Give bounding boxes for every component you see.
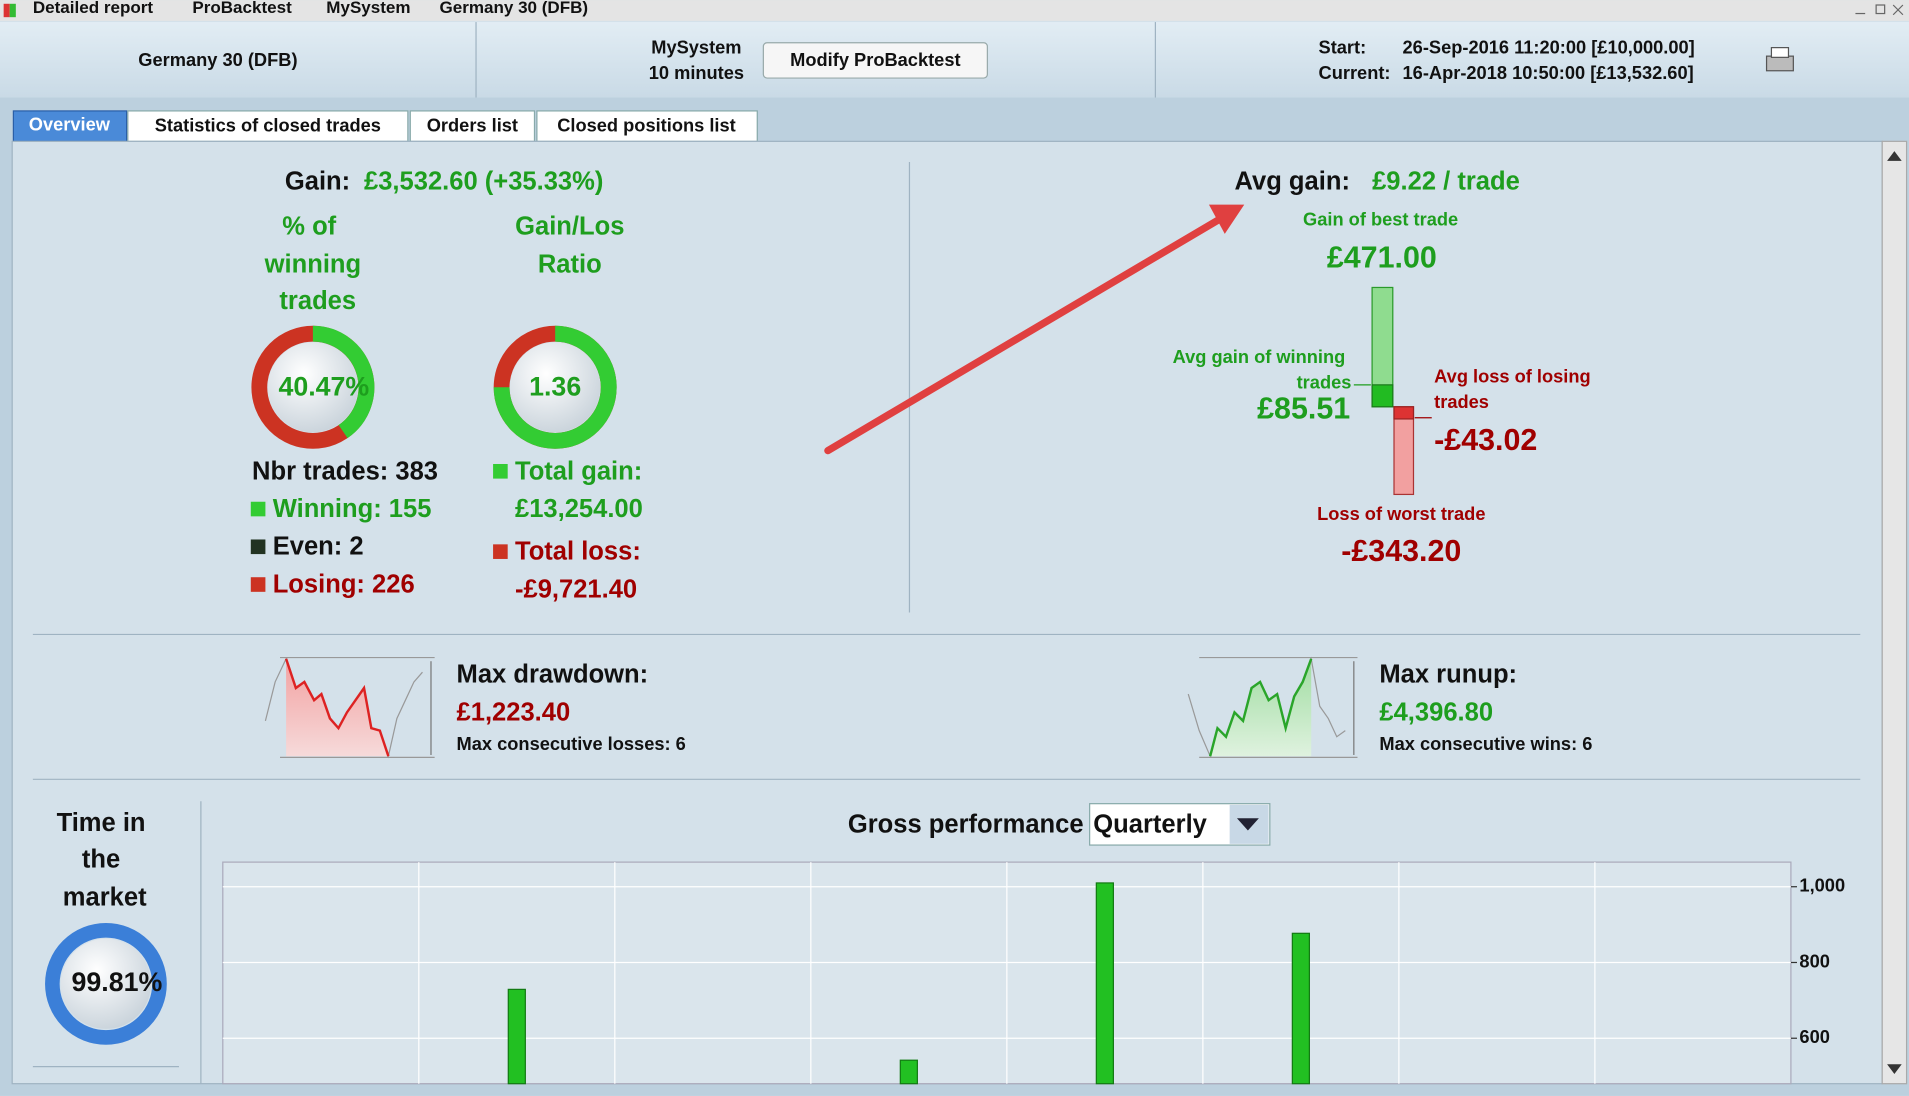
even: Even: 2 — [273, 533, 364, 561]
modify-button-label: Modify ProBacktest — [790, 49, 960, 70]
timeframe: 10 minutes — [649, 62, 744, 83]
tab-label: Overview — [29, 113, 111, 134]
avg-loss-value: -£43.02 — [1434, 423, 1537, 457]
print-icon[interactable] — [1765, 47, 1794, 72]
avg-win-value: £85.51 — [1257, 391, 1350, 425]
avg-win-label: trades — [1297, 371, 1352, 392]
bar — [1291, 932, 1311, 1085]
tab-label: Orders list — [427, 115, 518, 136]
scrollbar[interactable] — [1881, 140, 1908, 1085]
bar — [507, 988, 526, 1085]
best-value: £471.00 — [1327, 240, 1437, 274]
gain-value: £3,532.60 (+35.33%) — [364, 168, 603, 196]
chart-title: Gross performance — [848, 810, 1084, 838]
win-gauge-arc — [312, 325, 375, 439]
runup-sparkline — [1187, 656, 1358, 759]
gain-label: Gain: — [285, 168, 350, 196]
y-tick-label: 1,000 — [1799, 875, 1845, 896]
window-controls[interactable] — [1855, 4, 1904, 16]
win-gauge-label: 40.47% — [278, 372, 369, 402]
modify-button[interactable] — [762, 42, 988, 79]
swatch — [250, 539, 266, 555]
nbr-trades: Nbr trades: 383 — [252, 457, 438, 485]
start-label: Start: — [1319, 37, 1367, 58]
avg-win-bar — [1371, 384, 1394, 408]
time-title: market — [63, 883, 147, 911]
gauge-center — [510, 342, 601, 433]
worst-label: Loss of worst trade — [1317, 503, 1485, 524]
worst-value: -£343.20 — [1341, 534, 1461, 568]
swatch — [493, 463, 508, 479]
runup-label: Max runup: — [1379, 661, 1517, 689]
win-title: % of — [282, 213, 336, 241]
avg-loss-label: trades — [1434, 391, 1489, 412]
swatch — [493, 544, 508, 559]
drawdown-sparkline — [264, 656, 435, 759]
time-title: Time in — [57, 809, 146, 837]
time-title: the — [82, 846, 120, 874]
total-loss: -£9,721.40 — [515, 575, 637, 603]
start-value: 26-Sep-2016 11:20:00 [£10,000.00] — [1403, 37, 1695, 58]
app-icon — [3, 3, 10, 18]
avg-gain-label: Avg gain: — [1235, 168, 1350, 196]
tab-label: Statistics of closed trades — [155, 115, 381, 136]
avg-loss-bar — [1393, 406, 1415, 420]
tab-label: Closed positions list — [557, 115, 735, 136]
runup-value: £4,396.80 — [1379, 698, 1493, 726]
drawdown-value: £1,223.40 — [457, 698, 571, 726]
runup-consecutive: Max consecutive wins: 6 — [1379, 733, 1592, 754]
swatch — [250, 501, 266, 517]
win-title: winning — [264, 250, 362, 278]
current-label: Current: — [1319, 62, 1391, 83]
win-title: trades — [279, 287, 356, 315]
ratio-title: Gain/Los — [515, 213, 624, 241]
dropdown-arrow — [1236, 818, 1259, 831]
title-bar — [0, 0, 1909, 21]
drawdown-label: Max drawdown: — [457, 661, 649, 689]
tab-active[interactable] — [12, 110, 128, 142]
bar — [899, 1059, 918, 1085]
best-label: Gain of best trade — [1303, 208, 1458, 229]
ratio-gauge-arc — [493, 325, 617, 449]
app-icon — [9, 3, 16, 18]
gauge-center — [60, 938, 151, 1029]
losing: Losing: 226 — [273, 570, 415, 598]
title-text: Detailed report — [33, 0, 154, 17]
total-gain-label: Total gain: — [515, 457, 642, 485]
winning: Winning: 155 — [273, 495, 432, 523]
drawdown-consecutive: Max consecutive losses: 6 — [457, 733, 686, 754]
total-gain: £13,254.00 — [515, 495, 643, 523]
avg-win-label: Avg gain of winning — [1173, 346, 1346, 367]
current-value: 16-Apr-2018 10:50:00 [£13,532.60] — [1403, 62, 1694, 83]
loss-range-bar — [1393, 406, 1415, 496]
gauge-center — [267, 342, 358, 433]
ratio-title: Ratio — [538, 250, 602, 278]
tab[interactable] — [409, 110, 536, 142]
y-tick-label: 600 — [1799, 1026, 1829, 1047]
title-text: MySystem — [326, 0, 410, 17]
system: MySystem — [651, 37, 741, 58]
time-gauge — [45, 922, 167, 1045]
time-value: 99.81% — [71, 967, 162, 997]
title-text: ProBacktest — [192, 0, 292, 17]
total-loss-label: Total loss: — [515, 538, 641, 566]
period-value: Quarterly — [1093, 810, 1207, 838]
swatch — [250, 577, 266, 592]
bar — [1095, 882, 1114, 1085]
annotation-arrow — [824, 204, 1245, 455]
y-tick-label: 800 — [1799, 950, 1829, 971]
avg-gain-value: £9.22 / trade — [1372, 168, 1520, 196]
avg-loss-label: Avg loss of losing — [1434, 365, 1591, 386]
ratio-value: 1.36 — [529, 372, 581, 402]
plot: 600 800 1,000 — [222, 862, 1845, 1085]
title-text: Germany 30 (DFB) — [440, 0, 589, 17]
instrument: Germany 30 (DFB) — [138, 49, 297, 70]
